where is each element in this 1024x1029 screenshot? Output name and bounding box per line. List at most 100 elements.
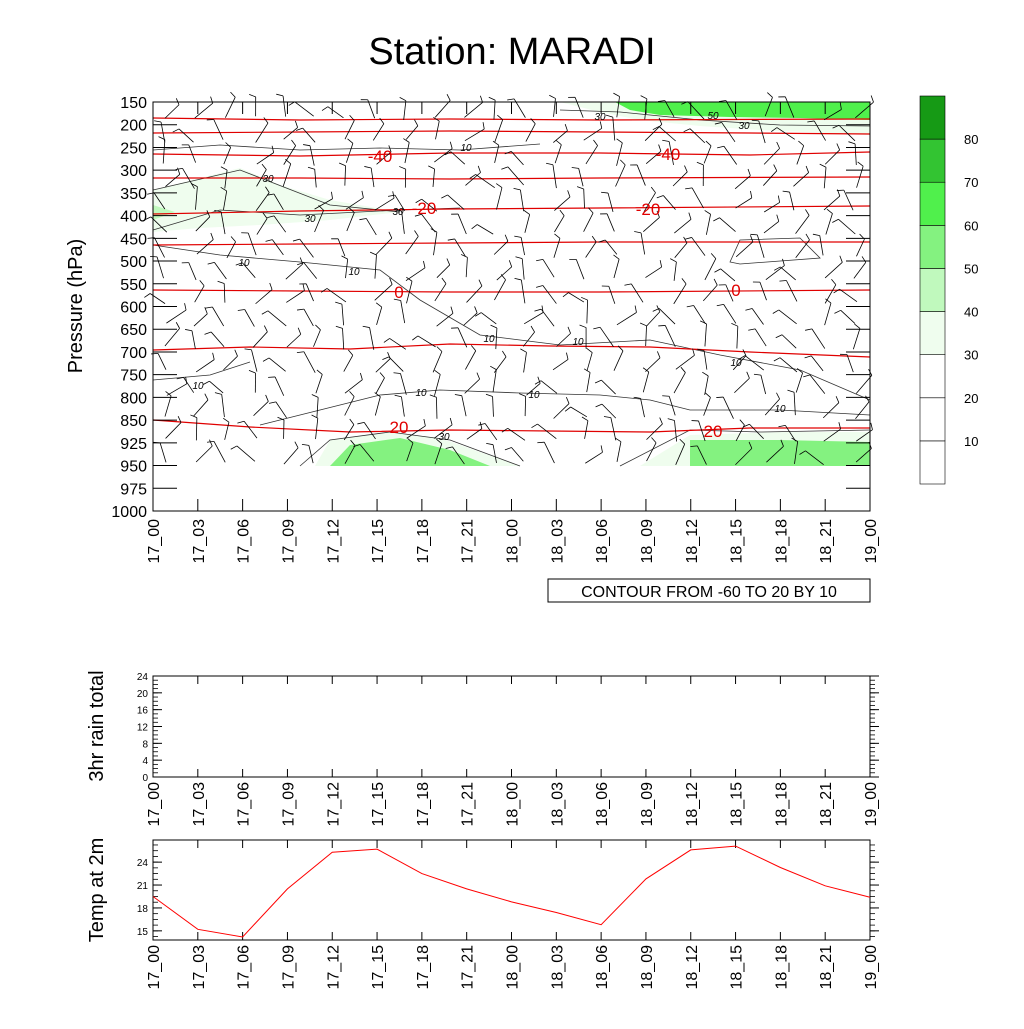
wind-barb-flag <box>245 349 252 350</box>
wind-barb <box>193 400 208 416</box>
wind-barb <box>512 448 524 462</box>
pressure-tick-label: 925 <box>120 436 147 453</box>
wind-barb <box>576 259 584 279</box>
wind-barb <box>854 262 866 278</box>
wind-barb-flag <box>276 94 283 96</box>
wind-barb <box>525 214 530 232</box>
wind-barb-flag <box>441 195 447 198</box>
wind-barb <box>600 327 613 346</box>
wind-barb <box>224 284 225 303</box>
wind-barb <box>825 285 836 304</box>
y-tick-label: 24 <box>137 672 149 683</box>
wind-barb-flag <box>249 370 256 373</box>
colorbar-segment <box>920 96 945 139</box>
wind-barb-flag <box>731 323 737 326</box>
wind-barb-flag <box>684 166 687 172</box>
contour-label: 30 <box>438 432 450 443</box>
wind-barb <box>719 218 735 232</box>
wind-barb-flag <box>263 358 269 361</box>
contour-label: 10 <box>730 358 742 369</box>
x-tick-label: 18_15 <box>729 782 746 827</box>
wind-barb <box>375 397 380 416</box>
wind-barb <box>376 359 390 373</box>
wind-barb <box>609 286 615 303</box>
wind-barb-flag <box>653 308 659 311</box>
contour-label: 50 <box>707 111 719 122</box>
pressure-tick-label: 650 <box>120 322 147 339</box>
pressure-tick-label: 200 <box>120 118 147 135</box>
wind-barb-flag <box>176 322 179 328</box>
contour-label: -20 <box>412 199 437 218</box>
wind-barb-flag <box>871 423 873 430</box>
wind-barb <box>375 255 376 279</box>
wind-barb-flag <box>534 309 541 311</box>
wind-barb-flag <box>657 351 660 357</box>
wind-barb-flag <box>748 169 750 176</box>
wind-barb-flag <box>514 188 521 190</box>
wind-barb-flag <box>719 100 726 101</box>
wind-barb-flag <box>747 372 750 378</box>
wind-barb-flag <box>479 280 482 286</box>
wind-barb <box>284 128 298 140</box>
wind-barb-flag <box>297 309 304 310</box>
time-tick-label: 17_06 <box>236 519 253 564</box>
wind-barb-flag <box>144 293 150 297</box>
rain-plot-frame <box>153 676 870 777</box>
wind-barb-flag <box>312 394 318 397</box>
wind-barb <box>571 407 587 417</box>
wind-barb-flag <box>207 441 214 442</box>
wind-barb <box>406 236 419 254</box>
time-tick-label: 17_00 <box>146 519 163 564</box>
wind-barb-flag <box>592 236 596 242</box>
wind-barb <box>375 198 394 210</box>
time-tick-label: 18_18 <box>773 519 790 564</box>
wind-barb-flag <box>205 394 208 400</box>
wind-barb <box>371 168 374 187</box>
wind-barb <box>303 128 315 142</box>
wind-barb <box>346 143 353 162</box>
colorbar-segment <box>920 225 945 268</box>
wind-barb <box>214 262 226 279</box>
wind-barb-flag <box>317 370 322 374</box>
wind-barb <box>613 117 615 140</box>
wind-barb-flag <box>382 357 388 360</box>
wind-barb <box>304 309 313 326</box>
wind-barb <box>196 418 197 441</box>
wind-barb-flag <box>604 417 611 418</box>
wind-barb-flag <box>507 99 514 100</box>
time-tick-label: 18_21 <box>818 519 835 564</box>
wind-barb-flag <box>322 107 328 111</box>
wind-barb <box>254 401 269 415</box>
wind-barb <box>659 308 675 324</box>
wind-barb <box>724 304 736 323</box>
wind-barb <box>342 304 344 325</box>
wind-barb <box>617 143 623 166</box>
wind-barb-flag <box>303 284 304 291</box>
wind-barb <box>154 238 164 258</box>
wind-barb-flag <box>215 393 222 395</box>
temp-y-axis-title: Temp at 2m <box>86 838 108 942</box>
wind-barb <box>796 215 810 233</box>
wind-barb <box>764 221 779 233</box>
y-axis-title: Pressure (hPa) <box>65 239 87 374</box>
x-tick-label: 18_12 <box>684 782 701 827</box>
wind-barb-flag <box>563 293 569 297</box>
wind-barb-flag <box>230 92 235 97</box>
wind-barb <box>690 129 705 143</box>
wind-barb-flag <box>613 255 619 259</box>
wind-barb-flag <box>176 168 183 169</box>
wind-barb-flag <box>293 239 300 241</box>
wind-barb <box>157 257 164 278</box>
x-tick-label: 18_21 <box>818 945 835 990</box>
wind-barb <box>390 338 406 349</box>
wind-barb-flag <box>475 313 481 317</box>
wind-barb-flag <box>151 353 158 354</box>
wind-barb <box>160 443 166 463</box>
wind-barb-flag <box>705 210 711 214</box>
wind-barb-flag <box>335 302 342 304</box>
wind-barb-flag <box>213 353 215 360</box>
wind-barb <box>433 352 442 373</box>
time-tick-label: 17_15 <box>370 519 387 564</box>
x-tick-label: 17_00 <box>146 945 163 990</box>
wind-barb <box>300 239 314 257</box>
